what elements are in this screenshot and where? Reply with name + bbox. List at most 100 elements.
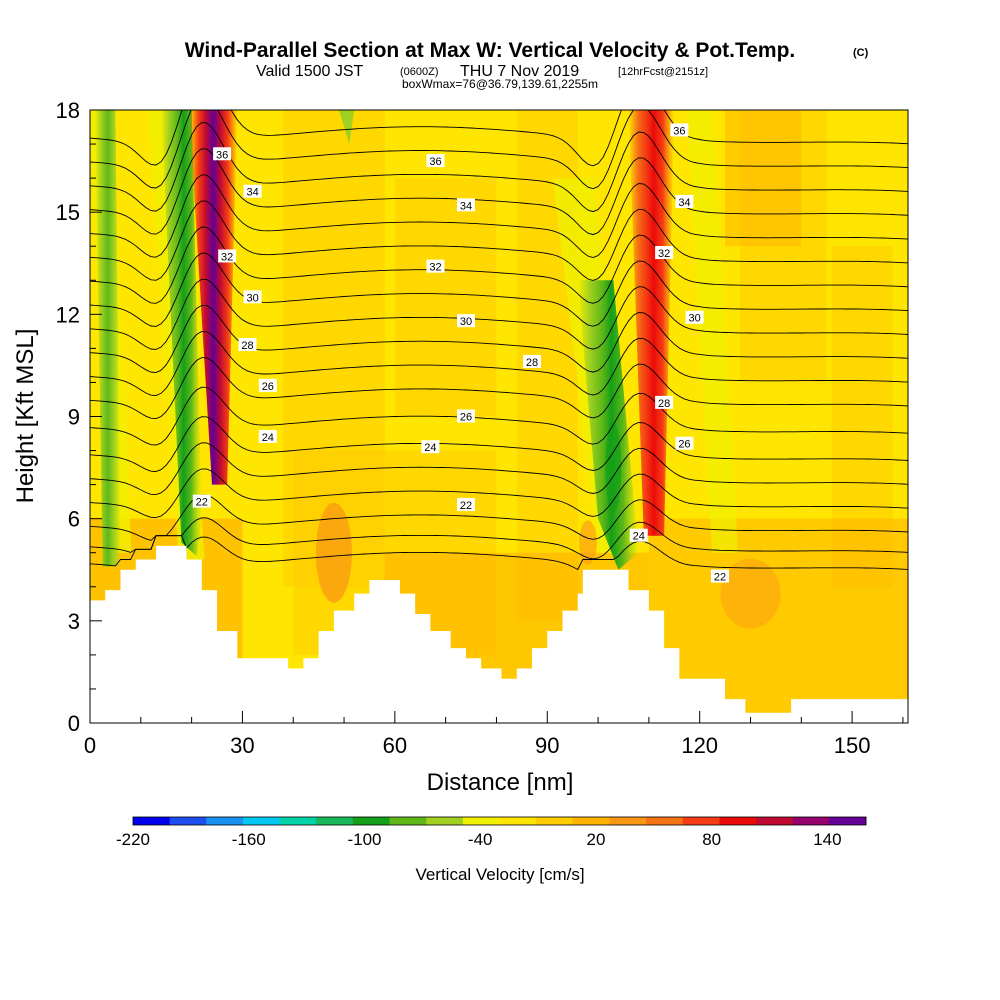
isentrope-label-box [456, 314, 475, 328]
isentrope-label-text: 36 [216, 149, 228, 161]
isentrope-label-text: 26 [460, 412, 472, 424]
isentrope-label-box [238, 337, 257, 351]
isentrope-line [90, 517, 908, 560]
chart-title: Wind-Parallel Section at Max W: Vertical… [185, 39, 796, 62]
isentrope-label-text: 30 [460, 316, 472, 328]
isentrope-label-text: 36 [429, 156, 441, 168]
isentrope-line [90, 252, 908, 327]
isentrope-label-box [243, 184, 262, 198]
isentrope-label-text: 34 [460, 200, 472, 212]
colorbar-swatch [829, 817, 867, 825]
isentrope-label: 30 [243, 290, 262, 304]
colorbar-swatch [389, 817, 427, 825]
isentrope-line [90, 357, 908, 420]
y-tick-label: 3 [68, 609, 80, 634]
colorbar-swatch [682, 817, 720, 825]
isentrope-label-text: 28 [658, 398, 670, 410]
box-wmax-info: boxWmax=76@36.79,139.61,2255m [402, 77, 598, 91]
plot-area: 22 24 26 28 30 32 34 36 24 26 22 28 30 32 34 36 24 22 26 28… [90, 110, 908, 723]
isentrope-label-box [456, 409, 475, 423]
colorbar-swatch [316, 817, 354, 825]
isentrope-label-text: 34 [678, 197, 690, 209]
isentrope-label: 36 [670, 123, 689, 137]
chart-title-mark: (C) [853, 47, 869, 59]
isentrope-label-box [456, 198, 475, 212]
colorbar-swatch [426, 817, 464, 825]
colorbar-swatch [462, 817, 500, 825]
isentrope-label: 28 [238, 337, 257, 352]
isentrope-label: 32 [218, 249, 237, 263]
x-tick-label: 0 [84, 733, 96, 758]
y-axis-label: Height [Kft MSL] [12, 329, 39, 504]
isentrope-label-text: 30 [688, 313, 700, 325]
isentrope-label-text: 28 [526, 357, 538, 369]
isentrope-label-box [523, 355, 542, 369]
valid-time: Valid 1500 JST [256, 63, 364, 80]
isentrope-label-box [213, 147, 232, 161]
isentrope-label-box [655, 246, 674, 260]
isentrope-line [90, 200, 908, 281]
isentrope-label: 30 [685, 310, 704, 325]
isentrope-label: 22 [456, 498, 475, 512]
isentrope-label: 22 [711, 569, 730, 584]
colorbar-frame [132, 816, 867, 826]
colorbar-tick-label: 20 [586, 830, 605, 849]
velocity-blob-b [578, 520, 597, 565]
colorbar-tick-label: -100 [347, 830, 381, 849]
valid-date: THU 7 Nov 2019 [460, 63, 579, 80]
y-tick-label: 12 [56, 302, 80, 327]
colorbar-swatch [279, 817, 317, 825]
isentrope-line [90, 174, 908, 258]
colorbar-swatch [756, 817, 794, 825]
isentrope-label: 32 [426, 259, 445, 274]
colorbar-label: Vertical Velocity [cm/s] [415, 865, 584, 884]
isentrope-label-text: 22 [196, 497, 208, 509]
x-axis-label: Distance [nm] [427, 769, 574, 796]
downdraft-a [95, 110, 121, 567]
isentrope-label-box [655, 395, 674, 409]
isentrope-label-text: 26 [678, 439, 690, 451]
colorbar-swatch [206, 817, 244, 825]
isentrope-label: 24 [421, 440, 440, 454]
isentrope-label-box [192, 494, 211, 508]
isentrope-label-box [243, 290, 262, 304]
x-tick-label: 60 [383, 733, 407, 758]
isentrope-line [90, 494, 908, 541]
isentrope-label-text: 24 [633, 531, 645, 543]
isentrope-label-text: 32 [221, 251, 233, 263]
isentrope-line [90, 535, 908, 571]
isentrope-label: 34 [675, 194, 694, 209]
updraft-b [628, 110, 675, 536]
colorbar-tick-label: -160 [232, 830, 266, 849]
y-tick-label: 18 [56, 98, 80, 123]
velocity-blob-a [315, 502, 352, 603]
colorbar-swatch [719, 817, 757, 825]
downdraft-d [577, 280, 639, 570]
y-tick-label: 0 [68, 711, 80, 736]
isentrope-label-box [426, 259, 445, 273]
isentrope-label-box [456, 498, 475, 512]
isentrope-label: 26 [456, 409, 475, 424]
isentrope-label: 24 [629, 528, 648, 543]
isentrope-label-text: 24 [424, 442, 436, 454]
velocity-blob-c [720, 558, 781, 629]
isentrope-label-box [426, 154, 445, 168]
isentrope-label-box [218, 249, 237, 263]
downdraft-b [161, 110, 202, 557]
isentrope-line [90, 278, 908, 350]
isentrope-label: 36 [426, 154, 445, 168]
isentrope-label-text: 26 [262, 381, 274, 393]
colorbar-swatch [536, 817, 574, 825]
colorbar-swatch [499, 817, 537, 825]
colorbar-swatch [646, 817, 684, 825]
colorbar-tick-label: -40 [468, 830, 493, 849]
colorbar-tick-label: 140 [813, 830, 841, 849]
y-tick-label: 15 [56, 200, 80, 225]
isentrope-line [90, 331, 908, 396]
isentrope-label-box [685, 310, 704, 324]
isentrope-line [90, 148, 908, 236]
isentrope-line [90, 304, 908, 373]
isentrope-label-text: 32 [658, 248, 670, 260]
isentrope-label-box [711, 569, 730, 583]
